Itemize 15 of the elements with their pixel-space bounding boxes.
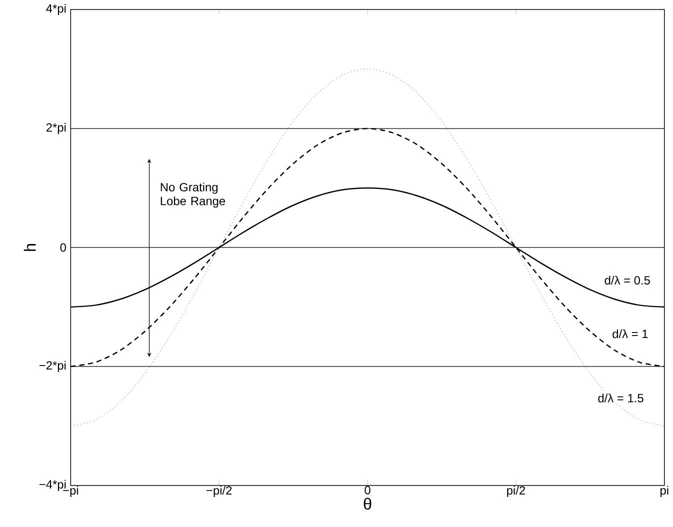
y-tick-label: 2*pi xyxy=(46,122,66,134)
line-series xyxy=(70,68,664,426)
annotation: No Grating Lobe Range xyxy=(160,182,226,208)
series-label: d/λ = 1.5 xyxy=(598,394,644,402)
series-label: d/λ = 1 xyxy=(612,329,648,338)
y-axis-title: h xyxy=(24,244,36,251)
y-tick-label: 0 xyxy=(60,243,66,252)
x-tick-label: 0 xyxy=(364,486,370,494)
series-label: d/λ = 0.5 xyxy=(604,276,650,285)
x-tick-label: −pi/2 xyxy=(206,486,232,498)
x-tick-label: pi xyxy=(660,486,668,498)
x-axis-title: θ xyxy=(364,498,372,510)
x-tick-label: pi/2 xyxy=(507,486,525,498)
y-tick-label: −2*pi xyxy=(39,360,66,372)
y-tick-label: 4*pi xyxy=(46,4,66,16)
